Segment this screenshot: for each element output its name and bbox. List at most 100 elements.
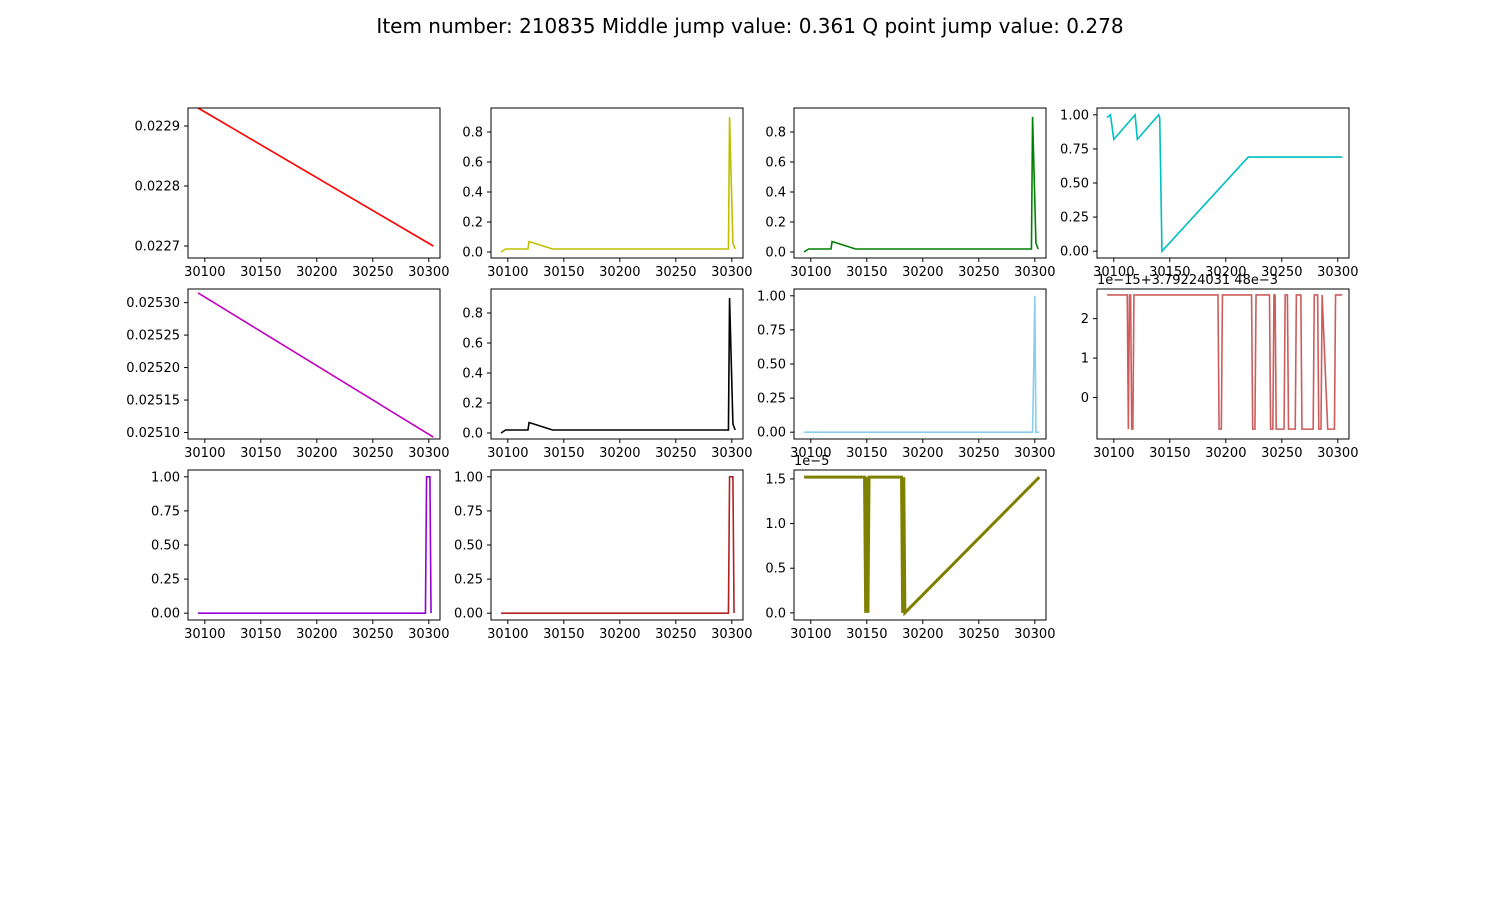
y-tick-label: 0.75 xyxy=(757,323,786,338)
axes-frame xyxy=(490,107,744,259)
y-tick-label: 0.00 xyxy=(1060,245,1089,260)
x-tick-label: 30100 xyxy=(1093,446,1134,461)
y-tick-label: 0.0227 xyxy=(135,240,181,255)
subplot-4: 30100 30150 30200 30250 30300 0.00 0.25 0.50 0.7… xyxy=(1060,107,1358,280)
x-tick-label: 30300 xyxy=(711,446,752,461)
x-tick-label: 30100 xyxy=(184,446,225,461)
x-tick-label: 30300 xyxy=(408,265,449,280)
subplot-7: 30100 30150 30200 30250 30300 0.00 0.25 0.50 0.7… xyxy=(757,288,1055,461)
x-tick-label: 30300 xyxy=(1317,265,1358,280)
y-tick-label: 0.50 xyxy=(454,539,483,554)
x-tick-label: 30100 xyxy=(184,627,225,642)
y-tick-label: 0.75 xyxy=(454,504,483,519)
y-tick-label: 0.02520 xyxy=(126,361,180,376)
x-tick-label: 30250 xyxy=(655,265,696,280)
y-tick-label: 1.00 xyxy=(1060,108,1089,123)
y-tick-label: 0.0228 xyxy=(135,180,181,195)
series-line xyxy=(198,476,432,614)
subplot-2: 30100 30150 30200 30250 30300 0.0 0.2 0.4 0.6 0.8 xyxy=(462,107,752,280)
y-tick-label: 0.8 xyxy=(462,307,483,322)
y-tick-label: 0.25 xyxy=(454,573,483,588)
x-tick-label: 30250 xyxy=(958,627,999,642)
x-tick-label: 30250 xyxy=(352,627,393,642)
x-tick-label: 30200 xyxy=(1205,446,1246,461)
y-tick-label: 0.00 xyxy=(454,607,483,622)
subplot-8: 30100 30150 30200 30250 30300 0 1 2 1e−15+3.7922… xyxy=(1081,273,1359,461)
x-tick-label: 30200 xyxy=(296,446,337,461)
x-tick-label: 30300 xyxy=(1014,446,1055,461)
series-line xyxy=(1107,294,1343,430)
series-line xyxy=(500,297,736,434)
x-tick-label: 30200 xyxy=(296,265,337,280)
y-tick-label: 0.25 xyxy=(1060,211,1089,226)
y-tick-label: 0.6 xyxy=(765,156,786,171)
x-tick-label: 30250 xyxy=(958,446,999,461)
series-line xyxy=(804,475,1041,617)
y-tick-label: 0.8 xyxy=(765,126,786,141)
x-tick-label: 30150 xyxy=(240,446,281,461)
y-tick-label: 1.00 xyxy=(151,470,180,485)
axes-frame xyxy=(793,469,1047,621)
x-tick-label: 30100 xyxy=(790,627,831,642)
axes-frame xyxy=(1096,288,1350,440)
x-tick-label: 30200 xyxy=(599,265,640,280)
y-tick-label: 2 xyxy=(1081,312,1089,327)
y-tick-label: 0.6 xyxy=(462,337,483,352)
series-line xyxy=(500,116,736,253)
subplot-10: 30100 30150 30200 30250 30300 0.00 0.25 0.50 0.7… xyxy=(454,469,752,642)
x-tick-label: 30150 xyxy=(846,446,887,461)
subplot-9: 30100 30150 30200 30250 30300 0.00 0.25 0.50 0.7… xyxy=(151,469,449,642)
axes-frame xyxy=(187,107,441,259)
series-line xyxy=(803,116,1039,253)
x-tick-label: 30100 xyxy=(487,627,528,642)
series-line xyxy=(197,107,434,247)
x-tick-label: 30100 xyxy=(790,265,831,280)
y-tick-label: 0.02510 xyxy=(126,426,180,441)
y-tick-label: 0.02530 xyxy=(126,296,180,311)
x-tick-label: 30200 xyxy=(902,627,943,642)
x-tick-label: 30100 xyxy=(487,446,528,461)
axes-frame xyxy=(793,107,1047,259)
y-tick-label: 0.4 xyxy=(765,186,786,201)
x-tick-label: 30200 xyxy=(902,446,943,461)
series-line xyxy=(501,476,735,614)
x-tick-label: 30100 xyxy=(1093,265,1134,280)
y-tick-label: 0 xyxy=(1081,391,1089,406)
x-tick-label: 30300 xyxy=(408,446,449,461)
axes-frame xyxy=(490,288,744,440)
x-tick-label: 30300 xyxy=(408,627,449,642)
y-tick-label: 0.0 xyxy=(765,606,786,621)
x-tick-label: 30250 xyxy=(352,446,393,461)
y-tick-label: 0.02515 xyxy=(126,394,180,409)
y-tick-label: 1.0 xyxy=(765,517,786,532)
y-tick-label: 0.0 xyxy=(765,246,786,261)
y-tick-label: 0.0 xyxy=(462,246,483,261)
axes-frame xyxy=(490,469,744,621)
series-line xyxy=(1106,112,1343,254)
subplot-5: 30100 30150 30200 30250 30300 0.02510 0.02515 0… xyxy=(126,288,449,461)
y-tick-label: 0.50 xyxy=(757,358,786,373)
subplot-1: 30100 30150 30200 30250 30300 0.0227 0.0228 0.0… xyxy=(135,107,449,280)
y-tick-label: 0.02525 xyxy=(126,329,180,344)
x-tick-label: 30100 xyxy=(184,265,225,280)
subplot-11: 30100 30150 30200 30250 30300 0.0 0.5 1.0 1.5 1e−… xyxy=(765,454,1055,642)
x-tick-label: 30300 xyxy=(711,627,752,642)
y-tick-label: 0.25 xyxy=(757,392,786,407)
y-tick-label: 0.50 xyxy=(151,539,180,554)
axis-offset-label: 1e−5 xyxy=(794,454,829,469)
y-tick-label: 0.4 xyxy=(462,186,483,201)
y-tick-label: 0.50 xyxy=(1060,177,1089,192)
subplot-6: 30100 30150 30200 30250 30300 0.0 0.2 0.4 0.6 0.8 xyxy=(462,288,752,461)
x-tick-label: 30250 xyxy=(958,265,999,280)
series-line xyxy=(804,295,1040,433)
x-tick-label: 30150 xyxy=(846,265,887,280)
y-tick-label: 0.0229 xyxy=(135,120,181,135)
y-tick-label: 1.00 xyxy=(757,289,786,304)
x-tick-label: 30200 xyxy=(599,446,640,461)
y-tick-label: 0.4 xyxy=(462,367,483,382)
axes-frame xyxy=(187,288,441,440)
x-tick-label: 30300 xyxy=(711,265,752,280)
x-tick-label: 30200 xyxy=(599,627,640,642)
x-tick-label: 30200 xyxy=(902,265,943,280)
